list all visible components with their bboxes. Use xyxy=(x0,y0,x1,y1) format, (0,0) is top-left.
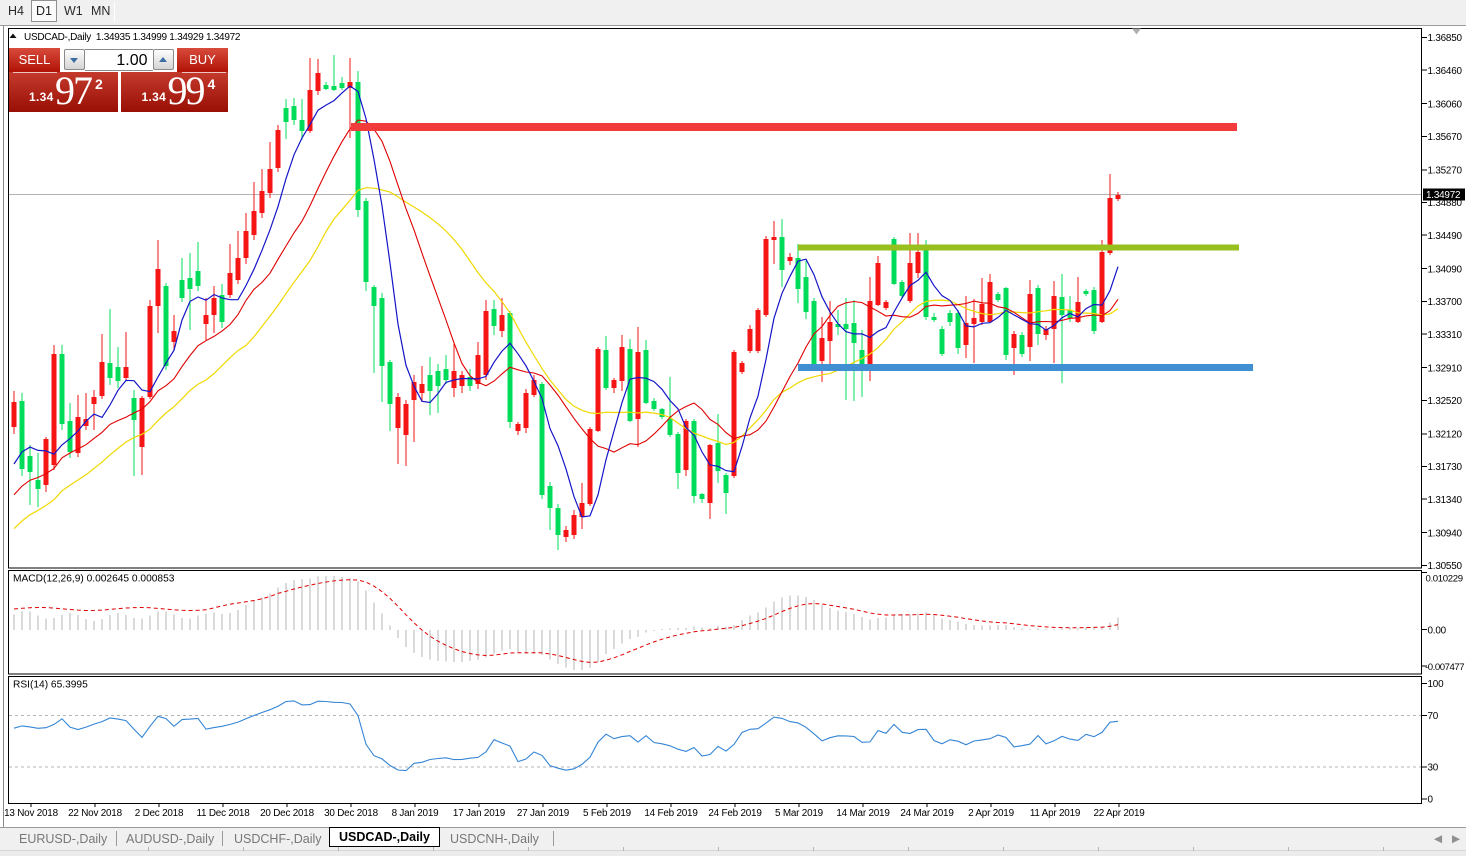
svg-text:11 Dec 2018: 11 Dec 2018 xyxy=(196,808,250,819)
svg-text:1.34090: 1.34090 xyxy=(1428,264,1463,275)
svg-text:24 Mar 2019: 24 Mar 2019 xyxy=(900,808,954,819)
svg-text:0.00: 0.00 xyxy=(1428,626,1447,637)
svg-text:RSI(14) 65.3995: RSI(14) 65.3995 xyxy=(13,680,88,691)
svg-text:0: 0 xyxy=(1428,795,1434,806)
svg-text:1.36850: 1.36850 xyxy=(1428,33,1463,44)
svg-text:14 Mar 2019: 14 Mar 2019 xyxy=(836,808,890,819)
svg-text:1.35670: 1.35670 xyxy=(1428,132,1463,143)
svg-text:1.34972: 1.34972 xyxy=(1426,190,1460,201)
svg-text:5 Feb 2019: 5 Feb 2019 xyxy=(583,808,632,819)
svg-text:8 Jan 2019: 8 Jan 2019 xyxy=(392,808,440,819)
svg-text:5 Mar 2019: 5 Mar 2019 xyxy=(775,808,824,819)
svg-text:-0.007477: -0.007477 xyxy=(1425,662,1464,673)
svg-text:2 Apr 2019: 2 Apr 2019 xyxy=(968,808,1014,819)
svg-text:22 Apr 2019: 22 Apr 2019 xyxy=(1093,808,1145,819)
svg-text:27 Jan 2019: 27 Jan 2019 xyxy=(517,808,570,819)
svg-text:22 Nov 2018: 22 Nov 2018 xyxy=(68,808,123,819)
svg-text:1.34490: 1.34490 xyxy=(1428,231,1463,242)
svg-text:24 Feb 2019: 24 Feb 2019 xyxy=(708,808,762,819)
svg-text:1.31340: 1.31340 xyxy=(1428,495,1463,506)
svg-text:1.32910: 1.32910 xyxy=(1428,363,1463,374)
svg-text:30 Dec 2018: 30 Dec 2018 xyxy=(324,808,379,819)
svg-text:USDCAD-,Daily 1.34935 1.34999: USDCAD-,Daily 1.34935 1.34999 1.34929 1.… xyxy=(24,32,241,43)
svg-text:20 Dec 2018: 20 Dec 2018 xyxy=(260,808,315,819)
svg-text:17 Jan 2019: 17 Jan 2019 xyxy=(453,808,506,819)
svg-text:1.32120: 1.32120 xyxy=(1428,430,1463,441)
svg-text:13 Nov 2018: 13 Nov 2018 xyxy=(4,808,59,819)
svg-text:1.30550: 1.30550 xyxy=(1428,561,1463,572)
svg-text:MACD(12,26,9) 0.002645 0.00085: MACD(12,26,9) 0.002645 0.000853 xyxy=(13,574,175,585)
svg-text:1.31730: 1.31730 xyxy=(1428,462,1463,473)
svg-text:1.34880: 1.34880 xyxy=(1428,198,1463,209)
svg-text:1.33310: 1.33310 xyxy=(1428,330,1463,341)
svg-text:1.32520: 1.32520 xyxy=(1428,396,1463,407)
svg-text:1.36460: 1.36460 xyxy=(1428,66,1463,77)
svg-text:1.30940: 1.30940 xyxy=(1428,528,1463,539)
svg-text:1.33700: 1.33700 xyxy=(1428,297,1463,308)
svg-text:1.36060: 1.36060 xyxy=(1428,99,1463,110)
svg-text:30: 30 xyxy=(1428,763,1439,774)
svg-text:2 Dec 2018: 2 Dec 2018 xyxy=(135,808,184,819)
svg-text:14 Feb 2019: 14 Feb 2019 xyxy=(644,808,698,819)
svg-text:100: 100 xyxy=(1428,679,1445,690)
svg-text:70: 70 xyxy=(1428,711,1439,722)
svg-text:1.35270: 1.35270 xyxy=(1428,166,1463,177)
svg-text:11 Apr 2019: 11 Apr 2019 xyxy=(1030,808,1081,819)
svg-text:0.010229: 0.010229 xyxy=(1426,574,1463,585)
